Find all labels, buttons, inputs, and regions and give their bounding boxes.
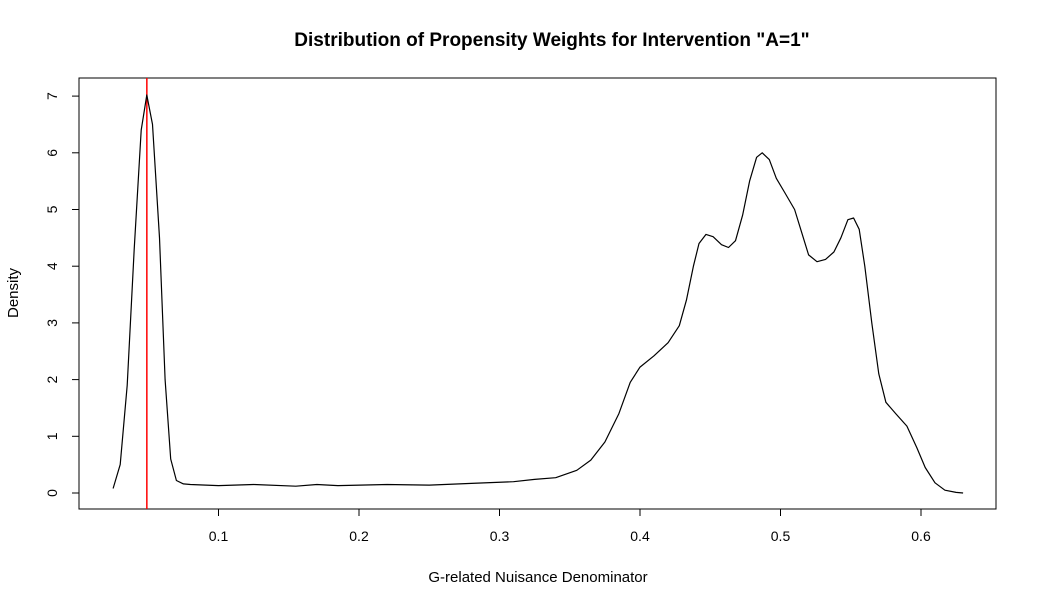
y-tick-label: 0 [44,489,60,497]
x-axis: 0.1 0.2 0.3 0.4 0.5 0.6 [209,508,931,544]
x-tick-label: 0.6 [911,528,931,544]
y-axis-title: Density [5,267,22,318]
series-group [112,94,964,494]
x-tick-label: 0.1 [209,528,229,544]
y-tick-label: 1 [44,432,60,440]
y-tick-label: 4 [44,262,60,270]
plot-frame [78,77,997,510]
y-tick-label: 7 [44,92,60,100]
y-tick-label: 2 [44,375,60,383]
x-tick-label: 0.3 [490,528,510,544]
x-tick-label: 0.5 [771,528,791,544]
y-axis: 0 1 2 3 4 5 6 7 [44,92,80,497]
y-tick-label: 3 [44,319,60,327]
x-tick-label: 0.2 [349,528,369,544]
chart-title: Distribution of Propensity Weights for I… [294,30,809,51]
y-tick-label: 6 [44,149,60,157]
density-line [112,94,964,494]
x-axis-title: G-related Nuisance Denominator [428,569,647,586]
x-tick-label: 0.4 [630,528,650,544]
y-tick-label: 5 [44,205,60,213]
